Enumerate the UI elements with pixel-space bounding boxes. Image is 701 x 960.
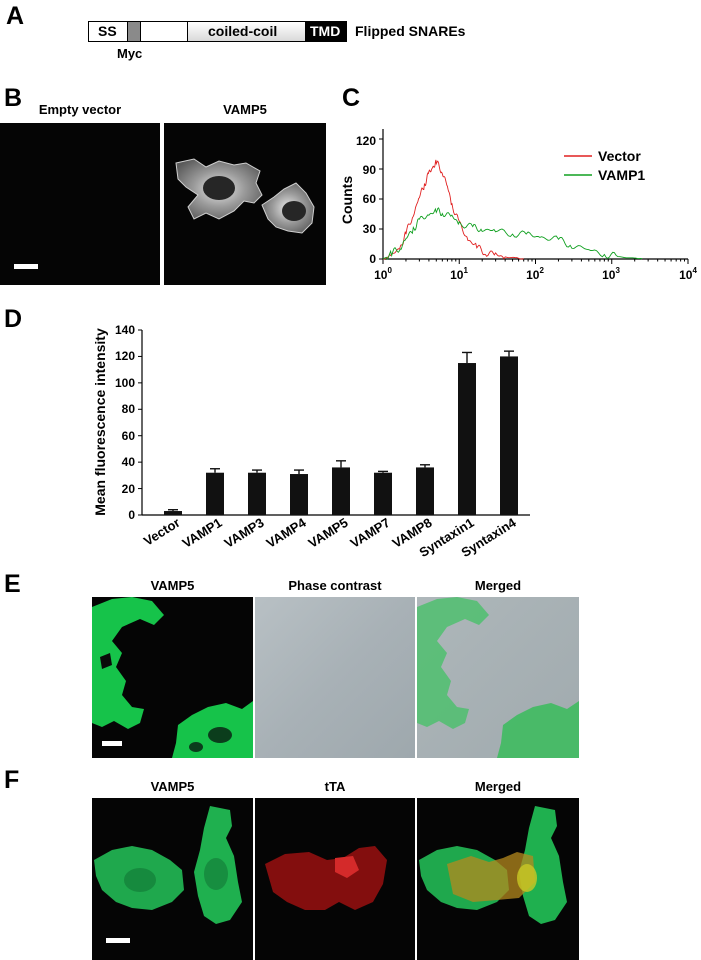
xtick-exp: 1 [463,266,468,275]
bar-vamp8 [416,467,434,515]
tmd-label: TMD [310,23,341,39]
xtick-base: 10 [450,268,464,282]
ytick-label: 60 [363,192,377,206]
coiled-coil-label: coiled-coil [208,23,278,39]
xtick-base: 10 [679,268,693,282]
domain-diagram: SS coiled-coil TMD [88,21,348,42]
scale-bar [102,741,122,746]
legend: Vector VAMP1 [564,148,645,183]
bar-ytick-labels: 0 20 40 60 80 100 120 140 [115,323,135,522]
scale-bar [106,938,130,943]
f-merged-cells [419,806,567,924]
f-vamp5-image [92,798,253,960]
f-title-tta: tTA [324,779,346,794]
f-merged-image [417,798,579,960]
histogram-ylabel: Counts [339,176,355,224]
histogram-chart: Counts 0 30 60 90 120 100 101 102 103 10… [339,129,697,282]
bar-vamp3 [248,472,266,515]
e-vamp5-image [92,597,253,758]
panel-f-label: F [4,766,20,794]
flipped-snares-title: Flipped SNAREs [355,23,466,39]
xtick-labels: 100 101 102 103 104 [374,266,697,282]
svg-text:103: 103 [602,266,620,282]
xtick-exp: 2 [539,266,544,275]
svg-text:102: 102 [526,266,544,282]
coiled-coil-segment: coiled-coil [187,21,306,42]
ss-label: SS [98,23,117,39]
svg-text:100: 100 [374,266,392,282]
panel-c-label: C [342,84,361,112]
ytick-label: 30 [363,222,377,236]
category-label: VAMP4 [263,514,309,550]
e-title-merged: Merged [474,578,522,593]
e-green-cells [92,597,253,758]
bar-vamp1 [206,472,224,515]
ytick-labels: 0 30 60 90 120 [356,134,376,266]
ytick-label: 60 [122,429,136,443]
svg-text:101: 101 [450,266,468,282]
ytick-label: 120 [356,134,376,148]
category-label: VAMP7 [347,515,392,551]
ss-segment: SS [88,21,128,42]
legend-label-vector: Vector [598,148,641,164]
category-label: VAMP1 [179,515,224,551]
bar-syntaxin4 [500,356,518,515]
category-label: VAMP5 [305,515,350,551]
bar-vamp7 [374,472,392,515]
ytick-label: 0 [369,252,376,266]
myc-label: Myc [117,46,143,61]
xtick-base: 10 [602,268,616,282]
panel-a-label: A [6,2,25,30]
f-title-merged: Merged [474,779,522,794]
e-merged-cells [417,597,579,758]
e-phase-contrast-image [255,597,415,758]
ytick-label: 80 [122,402,136,416]
bar-chart: Mean fluorescence intensity 0 20 40 60 8… [92,323,530,560]
ytick-label: 40 [122,455,136,469]
f-title-vamp5: VAMP5 [150,779,195,794]
f-red-cells [265,846,387,910]
series-line-vector [383,159,524,260]
category-label: VAMP3 [221,515,266,551]
linker-segment [140,21,188,42]
legend-label-vamp1: VAMP1 [598,167,645,183]
ytick-label: 90 [363,163,377,177]
empty-vector-title: Empty vector [38,102,122,117]
empty-vector-image [0,123,160,285]
panel-e-label: E [4,570,21,598]
xtick-base: 10 [526,268,540,282]
panel-b-label: B [4,84,23,112]
ytick-label: 120 [115,349,135,363]
category-label: Vector [141,515,183,549]
bar-ylabel: Mean fluorescence intensity [92,328,108,516]
vamp5-image-b [164,123,326,285]
bar-vamp4 [290,474,308,515]
panel-d-label: D [4,305,23,333]
ytick-label: 100 [115,376,135,390]
xtick-base: 10 [374,268,388,282]
f-tta-image [255,798,415,960]
e-title-vamp5: VAMP5 [150,578,195,593]
bar-vamp5 [332,467,350,515]
tmd-segment: TMD [305,21,347,42]
ytick-label: 20 [122,482,136,496]
myc-segment [127,21,141,42]
series-line-vamp1 [382,207,643,260]
xtick-exp: 0 [387,266,392,275]
vamp5-title-b: VAMP5 [223,102,267,117]
ytick-label: 0 [128,508,135,522]
f-green-cells [94,806,242,943]
bar-syntaxin1 [458,363,476,515]
svg-text:104: 104 [679,266,697,282]
xtick-exp: 3 [615,266,620,275]
xtick-exp: 4 [692,266,697,275]
ytick-label: 140 [115,323,135,337]
e-merged-image [417,597,579,758]
bar-vector [164,511,182,515]
vamp5-cells-b [175,158,315,234]
scale-bar [14,264,38,269]
e-title-phase-contrast: Phase contrast [288,578,382,593]
